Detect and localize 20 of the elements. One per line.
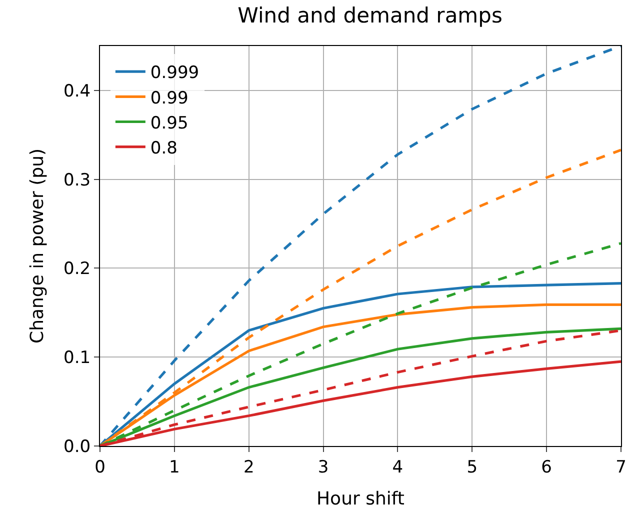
chart-title: Wind and demand ramps	[238, 3, 502, 28]
legend-label: 0.999	[150, 63, 200, 84]
x-tick-label: 2	[243, 457, 254, 478]
y-axis-title: Change in power (pu)	[26, 148, 48, 344]
x-tick-label: 3	[318, 457, 329, 478]
legend-label: 0.95	[150, 113, 188, 134]
legend-label: 0.8	[150, 138, 178, 158]
y-tick-label: 0.2	[64, 259, 91, 280]
x-tick-label: 4	[392, 457, 404, 478]
x-tick-label: 6	[541, 457, 552, 478]
x-tick-label: 7	[616, 457, 626, 478]
legend-label: 0.99	[150, 88, 188, 108]
y-tick-label: 0.1	[64, 348, 91, 368]
y-tick-label: 0.4	[64, 81, 91, 102]
y-tick-label: 0.0	[64, 436, 91, 457]
x-tick-label: 0	[94, 457, 106, 478]
x-tick-label: 1	[169, 457, 180, 478]
x-tick-label: 5	[466, 457, 478, 478]
y-tick-label: 0.3	[64, 170, 91, 190]
x-axis-title: Hour shift	[316, 488, 404, 510]
